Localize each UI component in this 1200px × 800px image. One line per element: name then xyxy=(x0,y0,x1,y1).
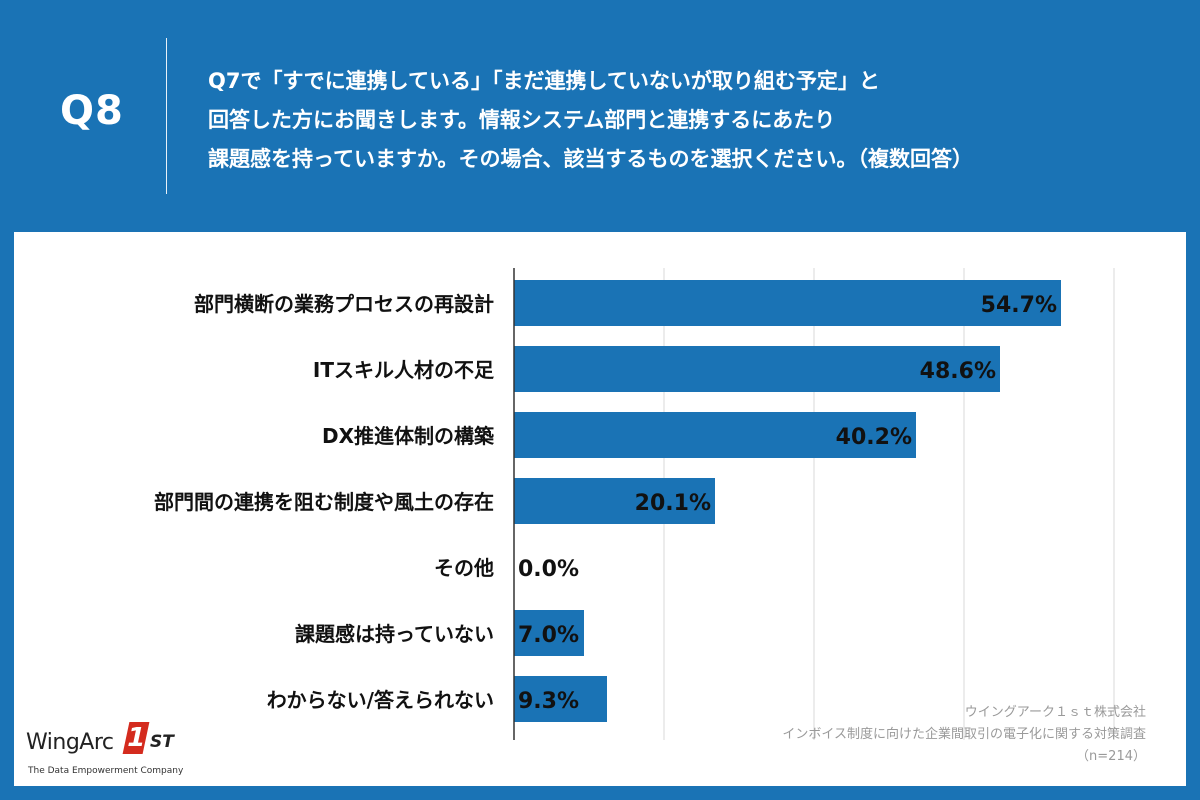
logo-st: ST xyxy=(150,732,174,752)
value-label: 9.3% xyxy=(518,689,579,714)
value-label: 7.0% xyxy=(518,623,579,648)
question-line-2: 回答した方にお聞きします。情報システム部門と連携するにあたり xyxy=(208,108,836,132)
credit-company: ウイングアーク１ｓｔ株式会社 xyxy=(964,705,1146,720)
question-header: Q8 Q7で「すでに連携している」「まだ連携していないが取り組む予定」と 回答し… xyxy=(0,0,1200,232)
bar xyxy=(514,412,916,458)
logo-name: WingArc xyxy=(26,730,114,755)
bar xyxy=(514,346,1000,392)
survey-credit: ウイングアーク１ｓｔ株式会社 インボイス制度に向けた企業間取引の電子化に関する対… xyxy=(782,702,1146,768)
chart-panel: 部門横断の業務プロセスの再設計 54.7% ITスキル人材の不足 48.6% DX推進体… xyxy=(14,232,1186,786)
category-label: 部門間の連携を阻む制度や風土の存在 xyxy=(154,490,494,514)
credit-survey: インボイス制度に向けた企業間取引の電子化に関する対策調査 xyxy=(782,727,1146,742)
value-label: 48.6% xyxy=(920,359,996,384)
credit-sample: （n=214） xyxy=(1076,749,1146,764)
category-label: 課題感は持っていない xyxy=(295,622,494,646)
header-divider xyxy=(166,38,167,194)
bar xyxy=(514,676,607,722)
category-label: その他 xyxy=(434,556,494,580)
category-label: ITスキル人材の不足 xyxy=(313,358,495,382)
logo-tagline: The Data Empowerment Company xyxy=(28,766,184,776)
value-label: 0.0% xyxy=(518,557,579,582)
value-label: 20.1% xyxy=(635,491,711,516)
question-text: Q7で「すでに連携している」「まだ連携していないが取り組む予定」と 回答した方に… xyxy=(208,62,1188,179)
bar xyxy=(514,280,1061,326)
category-label: DX推進体制の構築 xyxy=(322,424,495,448)
logo-one: 1 xyxy=(122,722,150,754)
question-line-1: Q7で「すでに連携している」「まだ連携していないが取り組む予定」と xyxy=(208,69,880,93)
bar xyxy=(514,478,715,524)
category-label: わからない/答えられない xyxy=(267,688,494,712)
question-number: Q8 xyxy=(60,88,124,134)
bar xyxy=(514,610,584,656)
value-label: 54.7% xyxy=(981,293,1057,318)
question-line-3: 課題感を持っていますか。その場合、該当するものを選択ください。（複数回答） xyxy=(208,147,974,171)
bar-chart: 部門横断の業務プロセスの再設計 54.7% ITスキル人材の不足 48.6% DX推進体… xyxy=(154,268,1115,740)
value-label: 40.2% xyxy=(836,425,912,450)
wingarc-logo: WingArc 1 ST The Data Empowerment Compan… xyxy=(26,722,196,782)
category-label: 部門横断の業務プロセスの再設計 xyxy=(194,292,494,316)
